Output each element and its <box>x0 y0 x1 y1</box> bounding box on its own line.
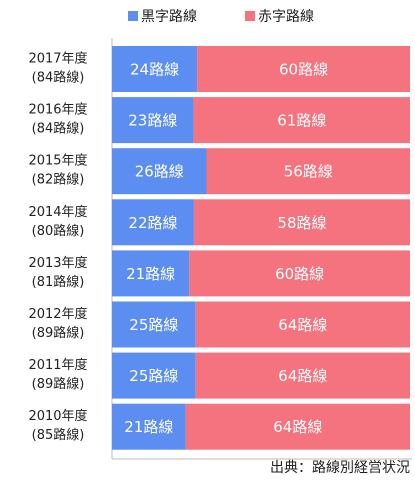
category-label: 2012年度 <box>28 306 87 322</box>
category-sublabel: (89路線) <box>32 325 85 341</box>
data-label: 22路線 <box>128 214 177 232</box>
legend-swatch <box>128 11 138 21</box>
legend-label: 赤字路線 <box>258 9 314 25</box>
bar-segment <box>193 97 410 144</box>
category-sublabel: (89路線) <box>32 376 85 392</box>
category-label: 2015年度 <box>28 153 87 169</box>
category-sublabel: (84路線) <box>32 70 85 86</box>
data-label: 61路線 <box>277 112 326 130</box>
category-sublabel: (84路線) <box>32 121 85 137</box>
bar-segment <box>193 199 410 246</box>
data-label: 24路線 <box>130 61 179 79</box>
category-label: 2010年度 <box>28 408 87 424</box>
data-label: 21路線 <box>126 265 175 283</box>
data-label: 25路線 <box>129 316 178 334</box>
data-label: 21路線 <box>124 418 173 436</box>
bar-segment <box>185 403 410 450</box>
bar-segment <box>112 97 194 144</box>
bar-segment <box>112 403 186 450</box>
category-label: 2017年度 <box>28 51 87 67</box>
data-label: 23路線 <box>128 112 177 130</box>
data-label: 64路線 <box>273 418 322 436</box>
category-label: 2013年度 <box>28 255 87 271</box>
data-label: 25路線 <box>129 367 178 385</box>
bar-segment <box>189 250 410 297</box>
data-label: 56路線 <box>284 163 333 181</box>
legend-label: 黒字路線 <box>141 9 197 25</box>
source: 出典：路線別経営状況 <box>270 460 410 476</box>
bar-segment <box>197 46 410 92</box>
category-sublabel: (82路線) <box>32 172 85 188</box>
category-sublabel: (80路線) <box>32 223 85 239</box>
category-sublabel: (85路線) <box>32 427 85 443</box>
data-label: 58路線 <box>277 214 326 232</box>
bar-segment <box>112 46 198 92</box>
legend-swatch <box>245 11 255 21</box>
bar-segment <box>112 250 190 297</box>
data-label: 64路線 <box>278 367 327 385</box>
bar-segment <box>195 301 410 348</box>
bar-segment <box>112 301 196 348</box>
data-label: 26路線 <box>135 163 184 181</box>
category-sublabel: (81路線) <box>32 274 85 290</box>
bar-segment <box>112 199 194 246</box>
data-label: 60路線 <box>279 61 328 79</box>
category-label: 2011年度 <box>28 357 87 373</box>
bar-segment <box>195 352 410 399</box>
bar-segment <box>206 148 410 195</box>
category-label: 2014年度 <box>28 204 87 220</box>
bar-segment <box>112 148 207 195</box>
data-label: 60路線 <box>275 265 324 283</box>
data-label: 64路線 <box>278 316 327 334</box>
bar-segment <box>112 352 196 399</box>
category-label: 2016年度 <box>28 102 87 118</box>
